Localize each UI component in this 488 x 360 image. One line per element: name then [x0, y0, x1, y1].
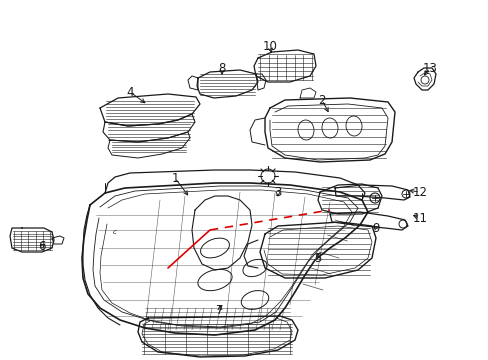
Text: 3: 3 — [274, 185, 281, 198]
Text: c: c — [113, 229, 117, 235]
Text: 11: 11 — [412, 211, 427, 225]
Text: 4: 4 — [126, 85, 134, 99]
Text: 10: 10 — [262, 40, 277, 53]
Text: 2: 2 — [318, 94, 325, 107]
Text: 12: 12 — [412, 185, 427, 198]
Text: 6: 6 — [38, 239, 46, 252]
Text: 9: 9 — [371, 221, 379, 234]
Text: 13: 13 — [422, 62, 437, 75]
Text: 5: 5 — [314, 252, 321, 265]
Text: 7: 7 — [216, 303, 224, 316]
Text: 1: 1 — [171, 171, 179, 184]
Text: 8: 8 — [218, 62, 225, 75]
